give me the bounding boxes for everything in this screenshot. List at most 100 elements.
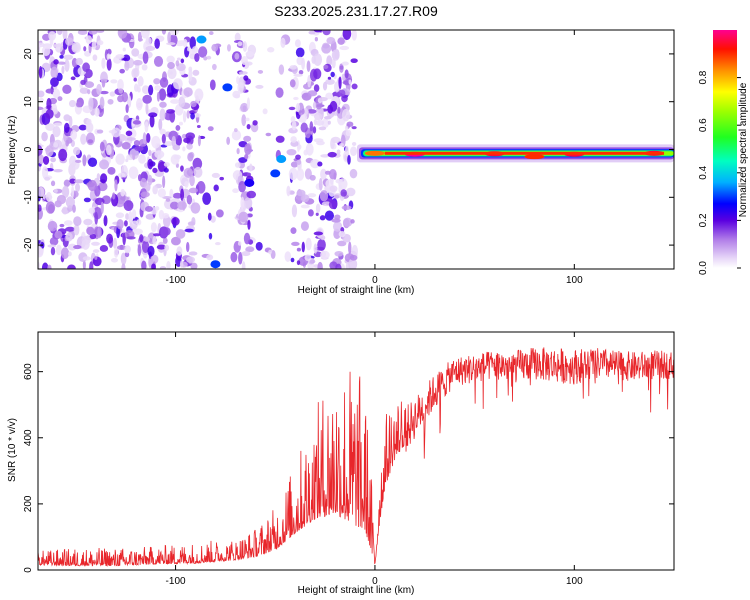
spectrogram-noise-blob xyxy=(203,56,208,61)
spectrogram-noise-blob xyxy=(86,226,95,236)
spectrogram-noise-blob xyxy=(255,241,263,251)
spectrogram-noise-blob xyxy=(241,114,247,127)
spectrogram-noise-blob xyxy=(164,244,170,251)
spectrogram-noise-blob xyxy=(50,66,59,79)
spectrogram-noise-blob xyxy=(301,108,305,115)
spectrogram-noise-blob xyxy=(38,42,45,48)
spectrogram-noise-blob xyxy=(50,157,56,163)
spectrogram-noise-blob xyxy=(193,166,203,178)
spectrogram-noise-blob xyxy=(290,161,299,168)
spectrogram-noise-blob xyxy=(166,260,171,269)
spectrogram-noise-blob xyxy=(148,112,158,118)
spectrogram-noise-blob xyxy=(323,64,329,69)
spectrogram-noise-blob xyxy=(245,61,253,66)
spectrogram-noise-blob xyxy=(234,32,241,42)
spectrogram-noise-blob xyxy=(248,247,254,252)
spectrogram-noise-blob xyxy=(167,61,175,70)
spectrogram-noise-blob xyxy=(338,89,346,97)
spectrogram-noise-blob xyxy=(313,53,323,66)
signal-hotspot xyxy=(364,150,385,156)
spectrogram-noise-blob xyxy=(166,84,174,97)
spectrogram-noise-blob xyxy=(97,226,102,239)
spectrogram-noise-blob xyxy=(291,241,300,247)
spectrogram-noise-blob xyxy=(144,121,149,133)
spectrogram-noise-blob xyxy=(180,165,184,172)
spectrogram-noise-blob xyxy=(53,142,59,148)
spectrogram-noise-blob xyxy=(84,81,95,89)
spectrogram-noise-blob xyxy=(62,30,68,41)
spectrogram-noise-blob xyxy=(99,159,110,170)
spectrogram-noise-blob xyxy=(244,153,249,160)
spectrogram-noise-blob xyxy=(75,57,83,66)
spectrogram-noise-blob xyxy=(268,249,272,255)
spectrogram-noise-blob xyxy=(209,79,216,91)
spectrogram-noise-blob xyxy=(142,51,149,64)
spectrogram-noise-blob xyxy=(215,209,224,218)
spectrogram-noise-blob xyxy=(175,229,186,239)
spectrogram-noise-blob xyxy=(313,243,318,254)
spectrogram-noise-blob xyxy=(88,97,94,111)
spectrogram-noise-blob xyxy=(112,237,118,249)
snr-y-tick-label: 0 xyxy=(23,567,34,573)
spectrogram-noise-blob xyxy=(317,261,323,269)
spectrogram-noise-blob xyxy=(158,88,167,101)
spectrogram-noise-blob xyxy=(120,252,127,265)
spectrogram-noise-blob xyxy=(41,45,51,57)
spectrogram-noise-blob xyxy=(70,76,76,81)
spectrogram-noise-blob xyxy=(38,144,43,157)
spectrogram-noise-blob xyxy=(332,221,343,232)
colorbar-tick-label: 0.0 xyxy=(698,261,709,275)
spectrogram-noise-blob xyxy=(339,65,344,70)
spectrogram-noise-blob xyxy=(133,59,143,66)
spectrogram-noise-blob xyxy=(190,112,195,120)
spectrogram-noise-blob xyxy=(179,121,184,126)
spectrogram-noise-blob xyxy=(113,247,119,258)
spectrogram-noise-blob xyxy=(196,124,201,129)
spectrogram-noise-blob xyxy=(166,42,176,46)
spectrogram-noise-blob xyxy=(301,57,306,70)
spectrogram-noise-blob xyxy=(73,245,82,250)
spectrogram-noise-blob xyxy=(137,174,142,182)
spectrogram-noise-blob xyxy=(202,192,212,205)
spectrogram-noise-blob xyxy=(186,194,193,205)
spectrogram-noise-blob xyxy=(45,88,54,94)
spectrogram-noise-blob xyxy=(73,179,84,184)
spectrogram-noise-blob xyxy=(171,217,180,226)
spectrogram-noise-blob xyxy=(331,49,340,61)
spectrogram-noise-blob xyxy=(183,137,191,143)
spectrogram-noise-blob xyxy=(240,102,249,113)
spectrogram-noise-blob xyxy=(75,159,82,163)
spectrogram-y-tick-label: -20 xyxy=(23,237,34,252)
spectrogram-noise-blob xyxy=(169,201,179,210)
spectrogram-noise-blob xyxy=(246,172,252,177)
spectrogram-noise-blob xyxy=(237,81,244,94)
spectrogram-noise-blob xyxy=(87,179,97,192)
spectrogram-noise-blob xyxy=(219,176,224,181)
spectrogram-noise-blob xyxy=(232,90,241,99)
spectrogram-noise-blob xyxy=(75,101,82,108)
spectrogram-noise-blob xyxy=(50,77,59,87)
spectrogram-noise-blob xyxy=(133,77,137,82)
snr-x-axis-label: Height of straight line (km) xyxy=(298,585,415,596)
spectrogram-noise-blob xyxy=(145,133,151,144)
spectrogram-noise-blob xyxy=(334,81,340,93)
spectrogram-noise-blob xyxy=(128,210,133,222)
colorbar-tick-label: 0.2 xyxy=(698,213,709,227)
spectrogram-noise-blob xyxy=(315,203,321,214)
spectrogram-noise-blob xyxy=(296,260,301,266)
colorbar-gradient xyxy=(713,30,737,268)
spectrogram-noise-blob xyxy=(154,85,161,91)
spectrogram-noise-blob xyxy=(234,128,238,133)
spectrogram-noise-blob xyxy=(82,154,87,167)
spectrogram-noise-blob xyxy=(280,37,286,49)
spectrogram-noise-blob xyxy=(45,145,54,157)
spectrogram-noise-blob xyxy=(196,181,206,194)
spectrogram-noise-blob xyxy=(56,194,67,205)
spectrogram-noise-blob xyxy=(351,126,357,130)
spectrogram-noise-blob xyxy=(324,210,334,221)
spectrogram-noise-blob xyxy=(72,204,76,213)
spectrogram-noise-blob xyxy=(154,38,160,49)
spectrogram-noise-blob xyxy=(125,213,130,220)
spectrogram-noise-blob xyxy=(252,120,258,126)
spectrogram-noise-blob xyxy=(53,59,59,65)
